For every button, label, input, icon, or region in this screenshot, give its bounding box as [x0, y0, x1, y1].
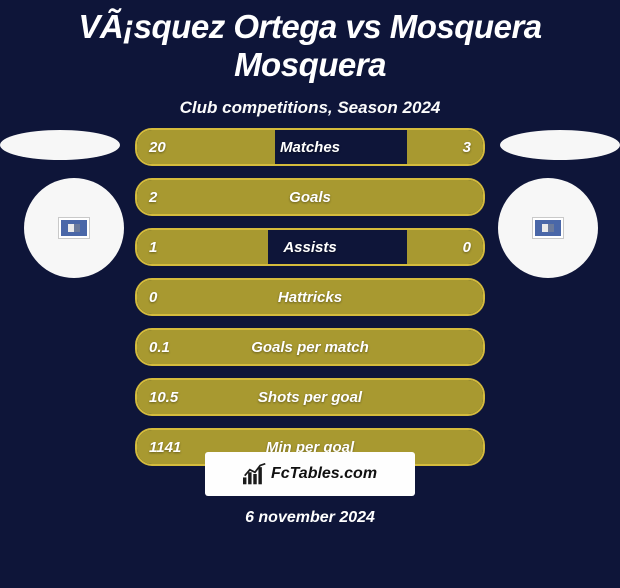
stat-bar-fill-right: [407, 130, 483, 164]
stat-bar: 20Matches3: [135, 128, 485, 166]
stat-bar: 0.1Goals per match: [135, 328, 485, 366]
player-badge-left: [24, 178, 124, 278]
stat-bar-fill-left: [137, 380, 483, 414]
stat-bar-fill-left: [137, 230, 268, 264]
stat-bar: 1Assists0: [135, 228, 485, 266]
stat-bar-fill-left: [137, 180, 483, 214]
stat-bar-fill-left: [137, 330, 483, 364]
stat-bar-fill-right: [407, 230, 483, 264]
bars-icon: [243, 463, 267, 485]
stat-bar-fill-left: [137, 280, 483, 314]
stat-bar-fill-left: [137, 130, 275, 164]
badge-icon: [61, 220, 87, 236]
logo-text: FcTables.com: [271, 465, 377, 483]
badge-icon: [535, 220, 561, 236]
page-subtitle: Club competitions, Season 2024: [0, 98, 620, 118]
stat-bar: 10.5Shots per goal: [135, 378, 485, 416]
stat-bar: 2Goals: [135, 178, 485, 216]
date-label: 6 november 2024: [0, 509, 620, 527]
comparison-bars: 20Matches3 2Goals 1Assists0 0Hattricks 0.1Go…: [135, 128, 485, 478]
player-badge-right: [498, 178, 598, 278]
site-logo: FcTables.com: [205, 452, 415, 496]
decorative-pill-right: [500, 130, 620, 160]
page-title: VÃ¡squez Ortega vs Mosquera Mosquera: [0, 8, 620, 84]
stat-bar: 0Hattricks: [135, 278, 485, 316]
decorative-pill-left: [0, 130, 120, 160]
